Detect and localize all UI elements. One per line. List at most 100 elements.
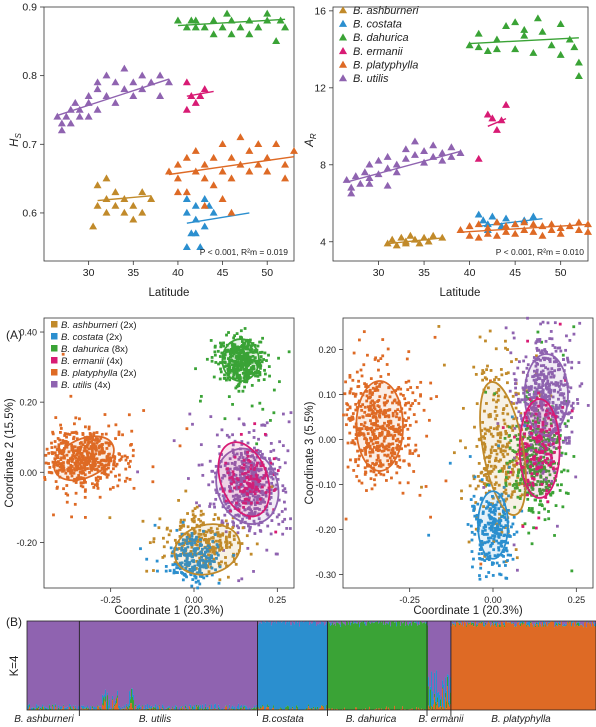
data-point	[231, 478, 235, 481]
data-point	[493, 487, 497, 490]
data-point	[105, 467, 108, 471]
data-point	[505, 497, 509, 501]
data-point	[390, 459, 393, 463]
data-point	[376, 419, 379, 423]
data-point	[250, 461, 253, 465]
data-point	[338, 47, 348, 55]
data-point	[142, 409, 146, 412]
data-point	[235, 373, 239, 377]
data-point	[224, 502, 228, 506]
data-point	[512, 515, 516, 519]
data-point	[275, 515, 279, 519]
data-point	[180, 533, 184, 536]
data-point	[380, 426, 384, 430]
data-point	[276, 477, 280, 481]
data-point	[75, 453, 78, 457]
data-point	[382, 449, 386, 453]
data-point	[87, 451, 91, 455]
data-point	[182, 523, 185, 527]
data-point	[376, 359, 380, 363]
data-point	[257, 517, 261, 521]
data-point	[196, 579, 200, 583]
data-point	[409, 386, 413, 389]
data-point	[83, 440, 87, 444]
data-point	[247, 513, 251, 517]
data-point	[239, 348, 242, 352]
data-point	[532, 450, 536, 454]
data-point	[549, 422, 553, 426]
data-point	[555, 524, 559, 528]
data-point	[538, 483, 542, 486]
data-point	[92, 444, 96, 447]
data-point	[369, 377, 373, 380]
data-point	[476, 484, 480, 488]
data-point	[203, 550, 207, 554]
data-point	[243, 479, 246, 483]
data-point	[489, 379, 492, 383]
data-point	[518, 468, 522, 472]
data-point	[365, 442, 369, 446]
data-point	[529, 48, 538, 56]
data-point	[246, 344, 250, 348]
data-point	[272, 140, 281, 148]
data-point	[223, 9, 232, 17]
data-point	[538, 492, 542, 496]
data-point	[104, 432, 108, 436]
data-point	[244, 360, 248, 364]
data-point	[214, 497, 218, 501]
data-point	[538, 499, 542, 503]
data-point	[397, 445, 401, 448]
data-point	[182, 208, 191, 216]
data-point	[231, 520, 235, 524]
data-point	[349, 458, 352, 462]
data-point	[513, 490, 516, 493]
data-point	[529, 212, 538, 220]
data-point	[289, 411, 293, 415]
data-point	[165, 527, 169, 531]
data-point	[491, 502, 494, 506]
data-point	[491, 496, 495, 500]
data-point	[246, 489, 249, 493]
data-point	[510, 525, 513, 529]
data-point	[488, 470, 491, 474]
data-point	[138, 71, 147, 79]
data-point	[511, 490, 515, 494]
data-point	[218, 565, 222, 569]
data-point	[69, 463, 73, 467]
data-point	[536, 415, 540, 419]
data-point	[191, 146, 200, 154]
data-point	[239, 478, 243, 482]
data-point	[241, 371, 245, 375]
fit-line	[487, 117, 507, 127]
data-point	[235, 354, 239, 358]
data-point	[359, 431, 363, 435]
data-point	[429, 381, 433, 385]
data-point	[228, 467, 232, 471]
data-point	[350, 441, 354, 445]
data-point	[528, 468, 532, 472]
data-point	[151, 465, 155, 469]
data-point	[496, 439, 500, 443]
data-point	[74, 456, 78, 460]
data-point	[355, 475, 359, 478]
data-point	[248, 338, 252, 342]
data-point	[527, 509, 531, 512]
data-point	[247, 478, 251, 481]
data-point	[199, 443, 203, 447]
data-point	[514, 548, 518, 551]
data-point	[232, 371, 236, 375]
data-point	[411, 391, 415, 395]
data-point	[547, 469, 551, 473]
data-point	[487, 483, 491, 487]
data-point	[352, 441, 356, 445]
data-point	[190, 532, 194, 535]
data-point	[252, 365, 256, 368]
data-point	[204, 546, 207, 550]
data-point	[245, 497, 248, 501]
data-point	[360, 168, 369, 176]
data-point	[90, 447, 94, 451]
data-point	[438, 233, 447, 241]
data-point	[387, 448, 390, 452]
data-point	[204, 538, 208, 542]
data-point	[231, 402, 234, 406]
